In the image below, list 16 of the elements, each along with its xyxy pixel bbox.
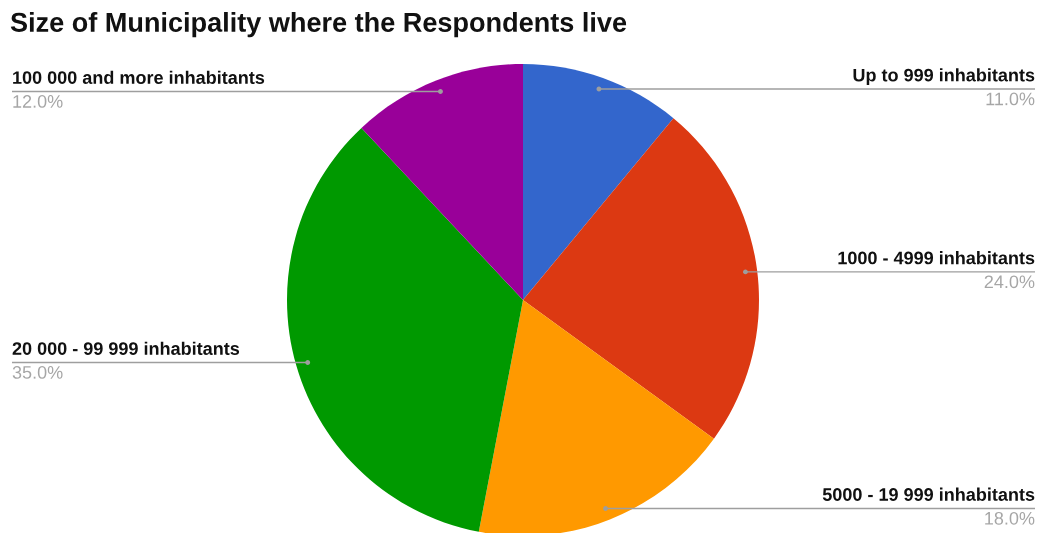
data-label: 35.0% (12, 366, 63, 379)
slice-label: 1000 - 4999 inhabitants (838, 251, 1035, 265)
data-label: 11.0% (986, 92, 1035, 106)
data-label: 24.0% (984, 275, 1035, 289)
pie-slice (361, 64, 523, 300)
slice-label: Up to 999 inhabitants (853, 68, 1035, 86)
slice-label: 20 000 - 99 999 inhabitants (12, 341, 240, 355)
data-label: 12.0% (13, 95, 63, 108)
pie-slice (523, 118, 759, 439)
pie-slice (478, 300, 714, 533)
slice-label: 100 000 and more inhabitants (13, 70, 265, 84)
pie-slice (523, 64, 674, 300)
chart-title: Size of Municipality where the Respondents live (10, 12, 627, 38)
pie-slice (287, 127, 523, 532)
slice-label: 5000 - 19 999 inhabitants (822, 487, 1035, 501)
data-label: 18.0% (985, 511, 1035, 525)
